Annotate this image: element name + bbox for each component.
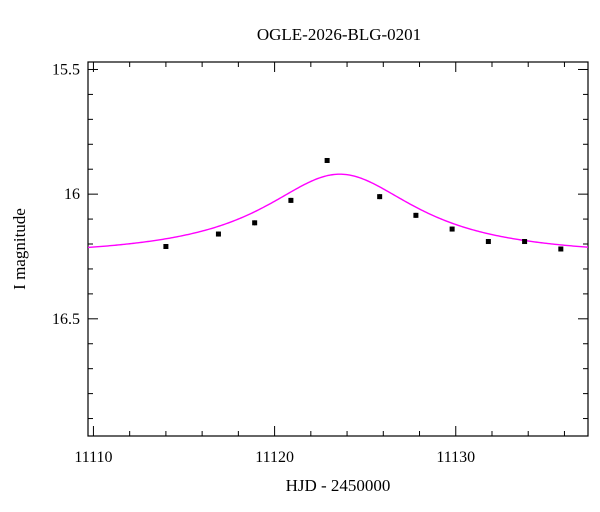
- point-marker: [522, 239, 528, 245]
- data-point: [485, 239, 491, 245]
- data-point: [324, 157, 330, 163]
- point-marker: [324, 157, 330, 163]
- x-tick-label: 11130: [436, 449, 475, 466]
- data-point: [215, 231, 221, 237]
- data-point: [252, 220, 258, 226]
- point-marker: [485, 239, 491, 245]
- y-tick-labels: 15.5 16 16.5: [52, 61, 80, 327]
- y-axis-label: I magnitude: [10, 208, 29, 290]
- data-point: [449, 226, 455, 232]
- model-curve: [87, 173, 589, 249]
- data-point: [413, 212, 419, 218]
- x-tick-label: 11120: [255, 449, 294, 466]
- y-tick-label: 16.5: [52, 311, 80, 328]
- chart-title: OGLE-2026-BLG-0201: [257, 25, 421, 44]
- y-tick-label: 15.5: [52, 61, 80, 78]
- point-marker: [558, 246, 564, 252]
- point-marker: [288, 197, 294, 203]
- data-point: [163, 244, 169, 250]
- point-marker: [163, 244, 169, 250]
- x-tick-labels: 11110 11120 11130: [74, 449, 475, 466]
- data-point: [377, 194, 383, 200]
- y-tick-label: 16: [64, 186, 80, 203]
- point-marker: [252, 220, 258, 226]
- axis-ticks: [88, 62, 588, 436]
- point-marker: [377, 194, 383, 200]
- x-tick-label: 11110: [74, 449, 112, 466]
- data-point: [522, 239, 528, 245]
- point-marker: [413, 212, 419, 218]
- point-marker: [449, 226, 455, 232]
- point-marker: [215, 231, 221, 237]
- data-points: [163, 157, 564, 252]
- data-point: [558, 246, 564, 252]
- plot-frame: [87, 61, 589, 437]
- data-point: [288, 197, 294, 203]
- x-axis-label: HJD - 2450000: [286, 476, 391, 495]
